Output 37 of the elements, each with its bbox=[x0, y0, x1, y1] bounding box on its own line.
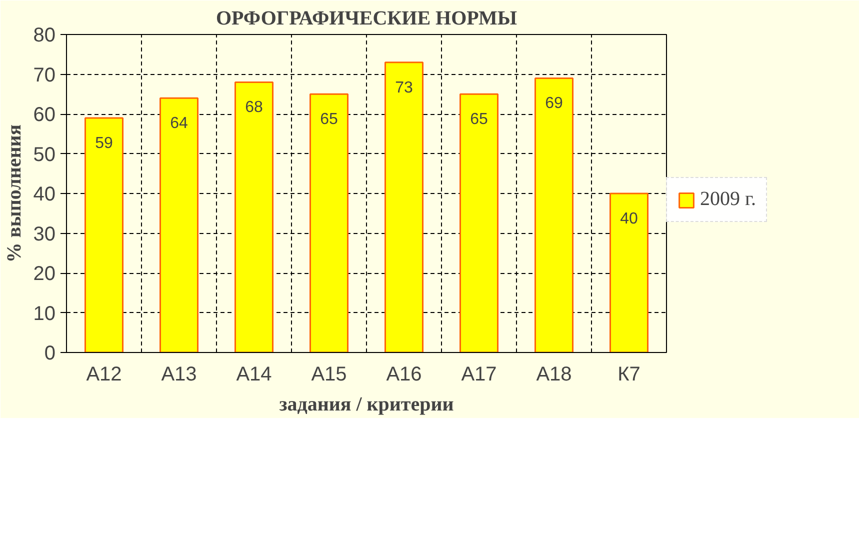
data-label: 68 bbox=[245, 99, 263, 116]
x-tick-label: А13 bbox=[161, 364, 197, 386]
data-label: 59 bbox=[95, 134, 113, 152]
x-tick-label: А16 bbox=[386, 364, 422, 386]
bar bbox=[460, 93, 498, 352]
data-label: 65 bbox=[470, 111, 488, 128]
data-label: 73 bbox=[395, 79, 413, 96]
bar bbox=[160, 97, 198, 352]
legend-label: 2009 г. bbox=[700, 188, 756, 211]
data-label: 65 bbox=[320, 111, 338, 128]
y-tick-label: 50 bbox=[33, 144, 56, 166]
x-tick-label: А12 bbox=[86, 364, 122, 386]
y-tick-label: 30 bbox=[33, 223, 56, 246]
x-tick-label: А17 bbox=[461, 364, 497, 386]
y-tick-label: 20 bbox=[33, 263, 56, 285]
bar bbox=[610, 192, 648, 352]
y-tick-label: 70 bbox=[33, 64, 56, 86]
y-axis-title: % выполнения bbox=[3, 124, 26, 263]
bar bbox=[234, 81, 274, 352]
bar bbox=[84, 117, 124, 352]
y-tick-label: 0 bbox=[44, 342, 56, 364]
x-tick-label: А14 bbox=[236, 364, 272, 386]
chart-title: ОРФОГРАФИЧЕСКИЕ НОРМЫ bbox=[216, 8, 518, 30]
x-tick-label: А15 bbox=[311, 364, 347, 386]
y-tick-label: 80 bbox=[33, 24, 56, 46]
bar bbox=[384, 62, 424, 352]
x-tick-label: А18 bbox=[536, 364, 572, 386]
x-tick-label: К7 bbox=[618, 364, 640, 386]
y-tick-label: 60 bbox=[33, 104, 56, 126]
data-label: 69 bbox=[545, 95, 563, 112]
y-tick-label: 10 bbox=[33, 302, 56, 325]
data-label: 64 bbox=[170, 115, 188, 132]
x-axis-title: задания / критерии bbox=[279, 394, 454, 416]
bar bbox=[534, 77, 574, 352]
data-label: 40 bbox=[620, 210, 638, 228]
y-tick-label: 40 bbox=[33, 184, 56, 206]
bar bbox=[310, 93, 348, 352]
